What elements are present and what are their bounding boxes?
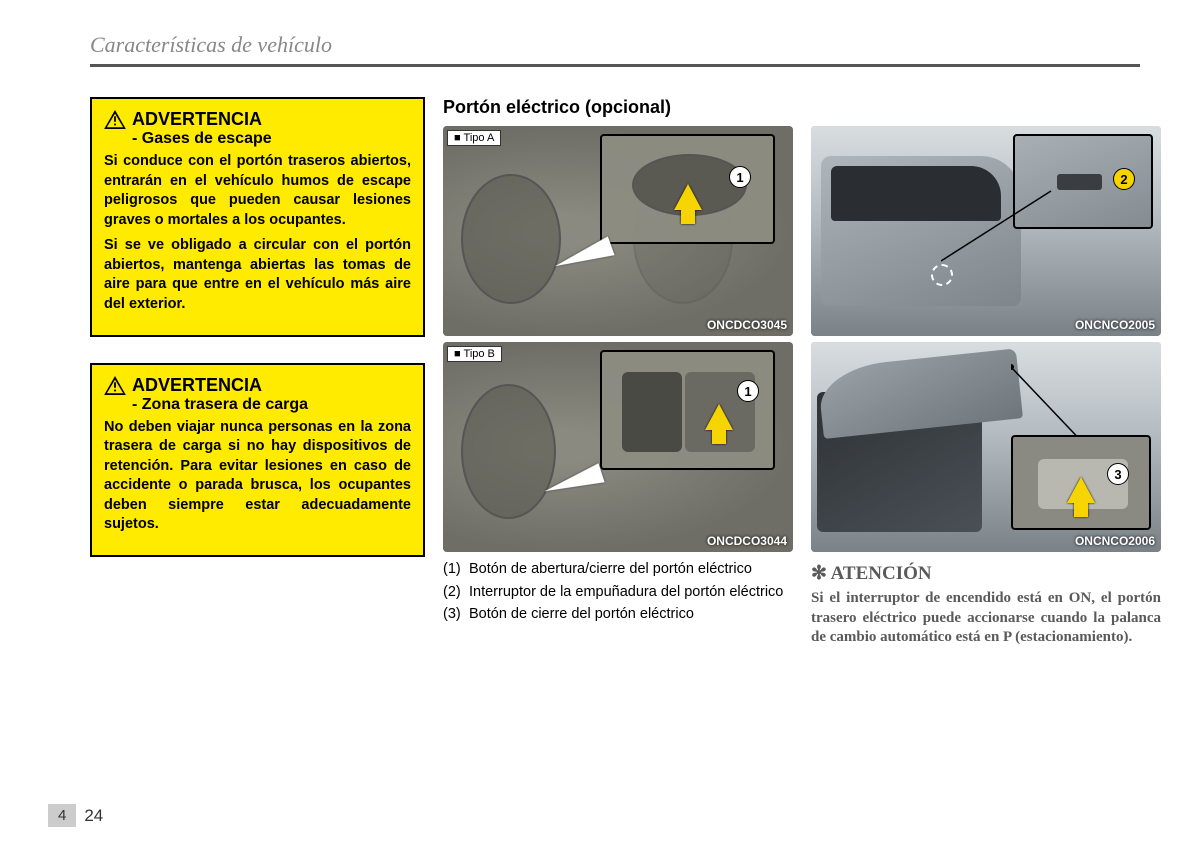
- warning-body: Si conduce con el portón traseros abiert…: [104, 152, 411, 315]
- section-title: Portón eléctrico (opcional): [443, 97, 793, 118]
- warning-triangle-icon: [104, 376, 126, 395]
- photo-label: ■ Tipo B: [447, 346, 502, 362]
- callout-3: 3: [1107, 463, 1129, 485]
- inset-callout: 1: [600, 134, 775, 244]
- warning-box-carga: ADVERTENCIA - Zona trasera de carga No d…: [90, 363, 425, 557]
- photo-label: ■ Tipo A: [447, 130, 501, 146]
- list-text: Botón de abertura/cierre del portón eléc…: [469, 560, 793, 580]
- warning-triangle-icon: [104, 110, 126, 129]
- warning-subtitle: - Gases de escape: [132, 130, 411, 148]
- list-num: (1): [443, 560, 469, 580]
- warning-para: Si conduce con el portón traseros abiert…: [104, 152, 411, 230]
- list-item: (3) Botón de cierre del portón eléctrico: [443, 605, 793, 625]
- arrow-icon: [674, 184, 702, 210]
- list-item: (1) Botón de abertura/cierre del portón …: [443, 560, 793, 580]
- warning-para: No deben viajar nunca personas en la zon…: [104, 418, 411, 535]
- warning-para: Si se ve obligado a circular con el port…: [104, 236, 411, 314]
- photo-tipo-a: 1 ■ Tipo A ONCDCO3045: [443, 126, 793, 336]
- list-text: Botón de cierre del portón eléctrico: [469, 605, 793, 625]
- photo-rear-open: 3 ONCNCO2006: [811, 342, 1161, 552]
- photo-rear-closed: 2 ONCNCO2005: [811, 126, 1161, 336]
- list-num: (2): [443, 583, 469, 603]
- warning-subtitle: - Zona trasera de carga: [132, 396, 411, 414]
- arrow-icon: [1067, 477, 1095, 503]
- middle-column: Portón eléctrico (opcional) 1 ■ Tipo A O…: [443, 97, 793, 648]
- warning-body: No deben viajar nunca personas en la zon…: [104, 418, 411, 535]
- arrow-icon: [705, 404, 733, 430]
- list-text: Interruptor de la empuñadura del portón …: [469, 583, 793, 603]
- photo-code: ONCDCO3045: [707, 318, 787, 332]
- list-item: (2) Interruptor de la empuñadura del por…: [443, 583, 793, 603]
- callout-1: 1: [729, 166, 751, 188]
- photo-code: ONCNCO2006: [1075, 534, 1155, 548]
- page-header: Características de vehículo: [90, 32, 1140, 58]
- list-num: (3): [443, 605, 469, 625]
- photo-code: ONCNCO2005: [1075, 318, 1155, 332]
- photo-code: ONCDCO3044: [707, 534, 787, 548]
- page-number: 24: [84, 806, 103, 826]
- callout-2: 2: [1113, 168, 1135, 190]
- warning-title: ADVERTENCIA: [104, 375, 411, 396]
- chapter-number: 4: [48, 804, 76, 827]
- header-rule: [90, 64, 1140, 67]
- warning-title: ADVERTENCIA: [104, 109, 411, 130]
- warning-title-text: ADVERTENCIA: [132, 109, 262, 130]
- page-footer: 4 24: [48, 804, 103, 827]
- inset-callout: 1: [600, 350, 775, 470]
- left-column: ADVERTENCIA - Gases de escape Si conduce…: [90, 97, 425, 648]
- inset-callout: 3: [1011, 435, 1151, 530]
- attention-title: ✻ ATENCIÓN: [811, 562, 1161, 585]
- callout-1: 1: [737, 380, 759, 402]
- warning-title-text: ADVERTENCIA: [132, 375, 262, 396]
- content-columns: ADVERTENCIA - Gases de escape Si conduce…: [90, 97, 1140, 648]
- right-column: 2 ONCNCO2005 3 ONCNCO2006 ✻ ATENCIÓN Si …: [811, 97, 1161, 648]
- photo-tipo-b: 1 ■ Tipo B ONCDCO3044: [443, 342, 793, 552]
- callout-line: [941, 186, 1061, 266]
- warning-box-gases: ADVERTENCIA - Gases de escape Si conduce…: [90, 97, 425, 337]
- attention-text: Si el interruptor de encendido está en O…: [811, 589, 1161, 648]
- callout-list: (1) Botón de abertura/cierre del portón …: [443, 560, 793, 625]
